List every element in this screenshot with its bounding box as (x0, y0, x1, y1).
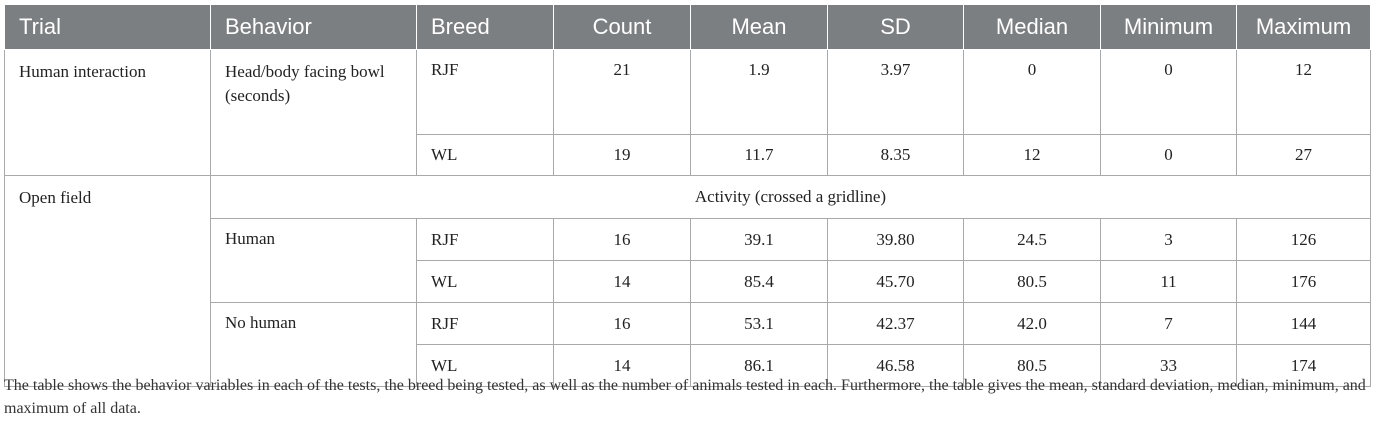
minimum-cell: 7 (1100, 302, 1237, 345)
behavior-cell: Head/body facing bowl (seconds) (210, 49, 417, 176)
maximum-cell: 174 (1236, 344, 1371, 387)
header-minimum: Minimum (1100, 4, 1237, 50)
breed-cell: WL (416, 260, 554, 303)
trial-cell: Human interaction (4, 49, 211, 176)
count-cell: 21 (553, 49, 691, 135)
median-cell: 12 (963, 134, 1101, 176)
breed-cell: RJF (416, 218, 554, 261)
minimum-cell: 11 (1100, 260, 1237, 303)
mean-cell: 1.9 (690, 49, 828, 135)
header-mean: Mean (690, 4, 828, 50)
table-row: WL 14 86.1 46.58 80.5 33 174 (5, 344, 1371, 387)
mean-cell: 11.7 (690, 134, 828, 176)
minimum-cell: 33 (1100, 344, 1237, 387)
sd-cell: 46.58 (827, 344, 964, 387)
mean-cell: 85.4 (690, 260, 828, 303)
breed-cell: WL (416, 344, 554, 387)
table-row: No human RJF 16 53.1 42.37 42.0 7 144 (5, 302, 1371, 387)
maximum-cell: 27 (1236, 134, 1371, 176)
sd-cell: 45.70 (827, 260, 964, 303)
table-row: WL 19 11.7 8.35 12 0 27 (5, 134, 1371, 176)
median-cell: 0 (963, 49, 1101, 135)
sd-cell: 42.37 (827, 302, 964, 345)
activity-subheader: Activity (crossed a gridline) (210, 175, 1371, 219)
header-median: Median (963, 4, 1101, 50)
mean-cell: 53.1 (690, 302, 828, 345)
maximum-cell: 12 (1236, 49, 1371, 135)
header-maximum: Maximum (1236, 4, 1371, 50)
header-trial: Trial (4, 4, 211, 50)
minimum-cell: 3 (1100, 218, 1237, 261)
header-row: Trial Behavior Breed Count Mean SD Media… (4, 4, 1371, 50)
table-row: Open field Activity (crossed a gridline) (4, 175, 1371, 387)
breed-cell: WL (416, 134, 554, 176)
sd-cell: 3.97 (827, 49, 964, 135)
trial-cell: Open field (4, 175, 211, 387)
maximum-cell: 176 (1236, 260, 1371, 303)
behavior-statistics-table: Trial Behavior Breed Count Mean SD Media… (4, 4, 1371, 387)
count-cell: 16 (553, 302, 691, 345)
median-cell: 42.0 (963, 302, 1101, 345)
maximum-cell: 144 (1236, 302, 1371, 345)
table-row: Human RJF 16 39.1 39.80 24.5 3 126 (5, 218, 1371, 303)
count-cell: 14 (553, 344, 691, 387)
maximum-cell: 126 (1236, 218, 1371, 261)
mean-cell: 86.1 (690, 344, 828, 387)
behavior-cell: Human (210, 218, 417, 303)
count-cell: 19 (553, 134, 691, 176)
minimum-cell: 0 (1100, 134, 1237, 176)
median-cell: 24.5 (963, 218, 1101, 261)
header-sd: SD (827, 4, 964, 50)
behavior-cell: No human (210, 302, 417, 387)
mean-cell: 39.1 (690, 218, 828, 261)
table-row: Human interaction Head/body facing bowl … (4, 49, 1371, 176)
median-cell: 80.5 (963, 344, 1101, 387)
table-row: WL 14 85.4 45.70 80.5 11 176 (5, 260, 1371, 303)
count-cell: 16 (553, 218, 691, 261)
header-breed: Breed (416, 4, 554, 50)
minimum-cell: 0 (1100, 49, 1237, 135)
breed-cell: RJF (416, 302, 554, 345)
header-behavior: Behavior (210, 4, 417, 50)
sd-cell: 8.35 (827, 134, 964, 176)
median-cell: 80.5 (963, 260, 1101, 303)
breed-cell: RJF (416, 49, 554, 135)
data-table-wrapper: Trial Behavior Breed Count Mean SD Media… (4, 4, 1371, 387)
header-count: Count (553, 4, 691, 50)
count-cell: 14 (553, 260, 691, 303)
sd-cell: 39.80 (827, 218, 964, 261)
table-caption: The table shows the behavior variables i… (4, 377, 1366, 417)
